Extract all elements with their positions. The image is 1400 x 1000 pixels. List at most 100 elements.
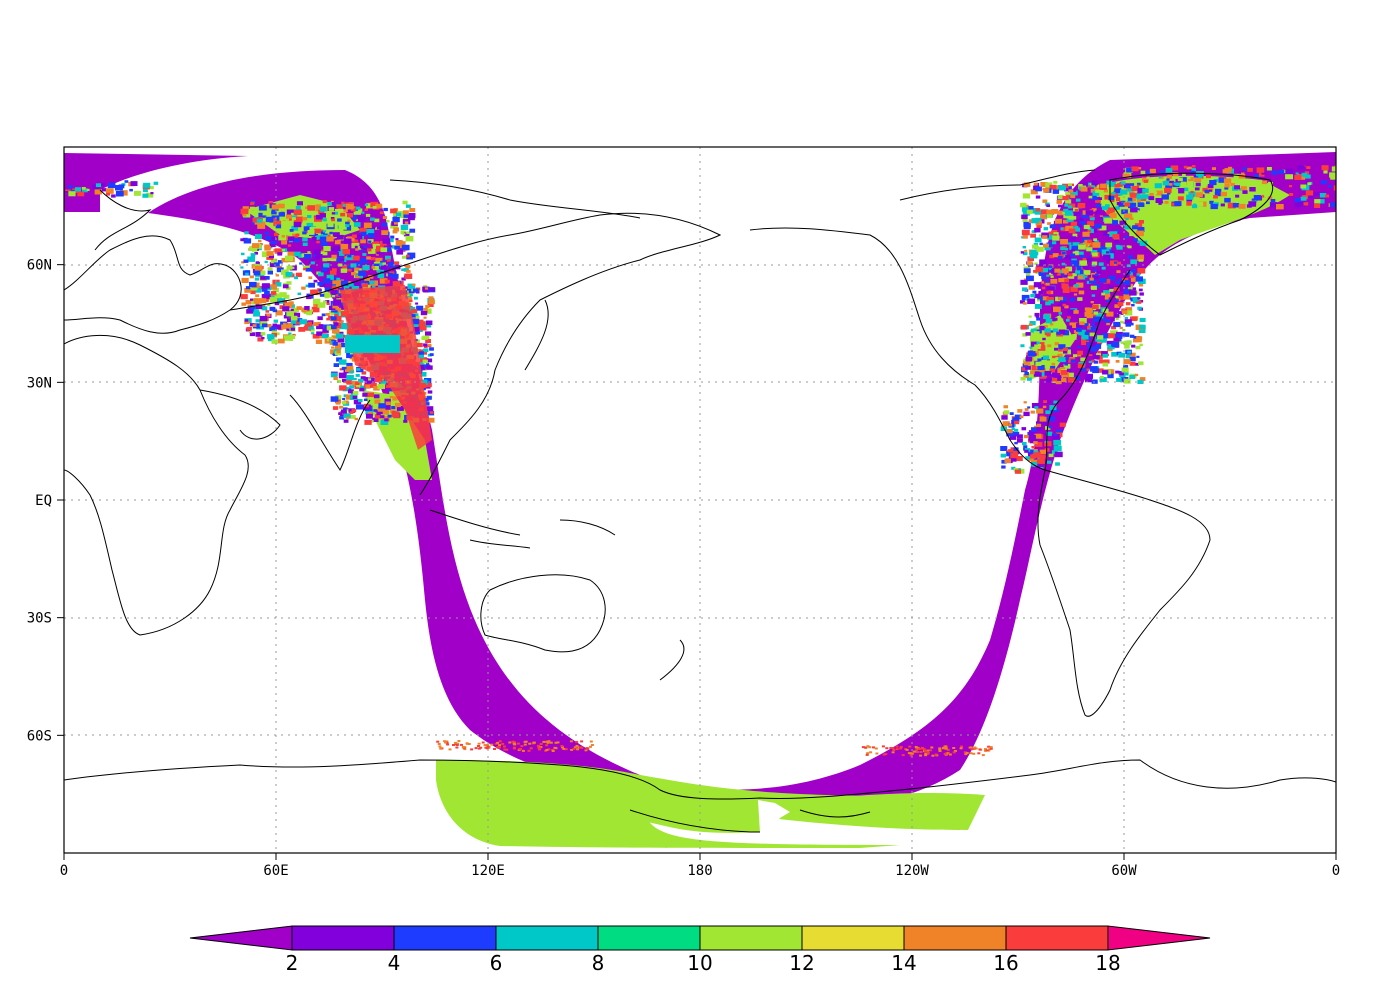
swath-pixel xyxy=(296,306,302,310)
swath-pixel xyxy=(1164,201,1169,204)
swath-pixel xyxy=(337,218,342,222)
swath-pixel xyxy=(257,337,264,342)
swath-pixel xyxy=(1046,274,1050,277)
swath-pixel xyxy=(257,223,266,229)
swath-pixel xyxy=(281,269,289,275)
swath-pixel xyxy=(264,290,270,295)
swath-pixel xyxy=(1123,378,1131,384)
swath-pixel xyxy=(427,390,433,394)
swath-pixel xyxy=(1058,312,1062,315)
swath-pixel xyxy=(481,741,485,744)
swath-pixel xyxy=(377,383,385,389)
swath-pixel xyxy=(426,396,432,400)
swath-pixel xyxy=(1196,201,1204,207)
swath-pixel xyxy=(1263,189,1268,192)
colorbar-segment xyxy=(699,925,803,951)
swath-pixel xyxy=(150,192,154,195)
swath-pixel xyxy=(569,740,573,743)
swath-pixel xyxy=(1043,400,1048,403)
swath-pixel xyxy=(268,201,273,205)
swath-pixel xyxy=(274,248,283,254)
swath-pixel xyxy=(1307,182,1312,186)
swath-pixel xyxy=(374,399,381,404)
swath-pixel xyxy=(527,749,531,752)
swath-pixel xyxy=(346,409,350,412)
swath-pixel xyxy=(1087,230,1091,233)
swath-pixel xyxy=(381,230,389,235)
swath-pixel xyxy=(1115,370,1120,374)
swath-pixel xyxy=(1146,170,1152,175)
swath-pixel xyxy=(589,745,592,748)
swath-pixel xyxy=(382,216,387,219)
swath-pixel xyxy=(366,229,375,235)
swath-pixel xyxy=(393,261,400,265)
colorbar-segment xyxy=(393,925,497,951)
swath-pixel xyxy=(424,402,430,406)
swath-pixel xyxy=(1248,201,1257,207)
swath-pixel xyxy=(1092,304,1099,310)
swath-pixel xyxy=(359,387,365,392)
swath-pixel xyxy=(68,191,76,197)
swath-pixel xyxy=(1213,195,1218,199)
swath-pixel xyxy=(267,303,271,307)
swath-pixel xyxy=(1288,193,1294,196)
swath-pixel xyxy=(861,746,865,749)
swath-pixel xyxy=(892,749,896,751)
swath-pixel xyxy=(1091,294,1096,297)
swath-pixel xyxy=(872,746,875,749)
swath-pixel xyxy=(1244,202,1250,206)
swath-pixel xyxy=(382,262,386,265)
swath-pixel xyxy=(1036,421,1042,426)
swath-pixel xyxy=(319,293,325,297)
swath-pixel xyxy=(580,740,584,743)
swath-pixel xyxy=(508,741,512,744)
swath-pixel xyxy=(339,385,347,391)
swath-pixel xyxy=(339,297,344,301)
swath-pixel xyxy=(1115,280,1121,285)
swath-pixel xyxy=(378,403,386,409)
swath-pixel xyxy=(1042,405,1047,409)
y-tick-label: 60S xyxy=(27,728,52,744)
swath-pixel xyxy=(407,252,416,259)
swath-pixel xyxy=(298,327,306,332)
swath-pixel xyxy=(1055,320,1060,324)
swath-pixel xyxy=(1076,282,1084,288)
swath-pixel xyxy=(1046,242,1054,248)
swath-pixel xyxy=(330,372,338,378)
swath-pixel xyxy=(282,300,287,304)
swath-pixel xyxy=(1266,167,1272,171)
swath-pixel xyxy=(1123,364,1129,369)
swath-pixel xyxy=(369,382,377,388)
swath-pixel xyxy=(1055,409,1060,413)
swath-pixel xyxy=(1059,297,1067,302)
swath-pixel xyxy=(405,204,411,208)
swath-pixel xyxy=(411,308,418,314)
swath-pixel xyxy=(354,267,360,271)
swath-pixel xyxy=(1114,304,1120,308)
swath-pixel xyxy=(1102,362,1109,367)
colorbar-label: 16 xyxy=(993,951,1018,975)
swath-pixel xyxy=(1023,401,1027,404)
swath-pixel xyxy=(401,268,405,271)
swath-pixel xyxy=(351,272,356,276)
swath-pixel xyxy=(1050,278,1058,284)
swath-pixel xyxy=(1091,359,1096,363)
swath-pixel xyxy=(1045,202,1050,206)
swath-pixel xyxy=(589,740,593,743)
swath-pixel xyxy=(1046,354,1053,360)
swath-pixel xyxy=(970,748,974,751)
swath-pixel xyxy=(1086,280,1092,284)
swath-pixel xyxy=(1095,210,1101,215)
swath-pixel xyxy=(1049,286,1055,290)
swath-pixel xyxy=(1240,186,1247,191)
swath-pixel xyxy=(309,309,313,312)
swath-pixel xyxy=(1100,338,1107,343)
swath-pixel xyxy=(304,254,312,259)
swath-pixel xyxy=(311,332,315,335)
y-tick-label: 30N xyxy=(27,375,52,391)
swath-pixel xyxy=(1027,377,1032,381)
swath-pixel xyxy=(529,747,533,750)
swath-pixel xyxy=(1105,293,1111,298)
swath-pixel xyxy=(1040,467,1044,470)
swath-pixel xyxy=(341,366,347,371)
